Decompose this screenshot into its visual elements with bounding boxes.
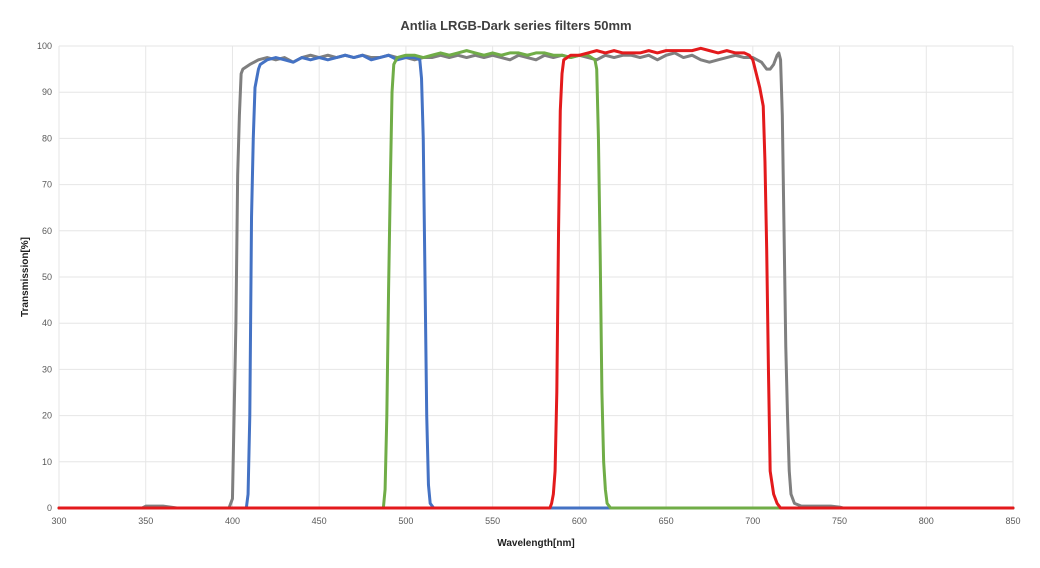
y-tick-label: 80 (42, 133, 52, 143)
red-filter-line (57, 46, 1015, 510)
x-tick-label: 500 (398, 516, 413, 526)
y-tick-label: 50 (42, 272, 52, 282)
y-tick-label: 90 (42, 87, 52, 97)
x-tick-label: 350 (138, 516, 153, 526)
x-tick-label: 650 (659, 516, 674, 526)
y-tick-label: 70 (42, 180, 52, 190)
x-tick-label: 800 (919, 516, 934, 526)
y-tick-label: 20 (42, 411, 52, 421)
chart-title: Antlia LRGB-Dark series filters 50mm (400, 18, 631, 33)
x-tick-label: 450 (312, 516, 327, 526)
series-lines (57, 46, 1015, 510)
x-axis-label: Wavelength[nm] (497, 538, 574, 549)
x-tick-label: 750 (832, 516, 847, 526)
y-tick-label: 100 (37, 41, 52, 51)
x-tick-label: 400 (225, 516, 240, 526)
x-tick-label: 700 (745, 516, 760, 526)
x-tick-label: 600 (572, 516, 587, 526)
x-tick-label: 550 (485, 516, 500, 526)
y-tick-label: 0 (47, 503, 52, 513)
blue-filter-line (57, 53, 1015, 510)
gray-filter-line (57, 51, 1015, 510)
y-tick-label: 60 (42, 226, 52, 236)
y-tick-label: 40 (42, 318, 52, 328)
y-axis-label: Transmission[%] (20, 237, 31, 317)
tick-labels: 0 10 20 30 40 50 60 70 80 90 100 300 350 400 450 500 550… (37, 41, 1021, 526)
y-tick-label: 30 (42, 364, 52, 374)
y-tick-label: 10 (42, 457, 52, 467)
x-tick-label: 850 (1005, 516, 1020, 526)
x-tick-label: 300 (51, 516, 66, 526)
grid-lines (58, 45, 1014, 508)
green-filter-line (57, 49, 1015, 510)
